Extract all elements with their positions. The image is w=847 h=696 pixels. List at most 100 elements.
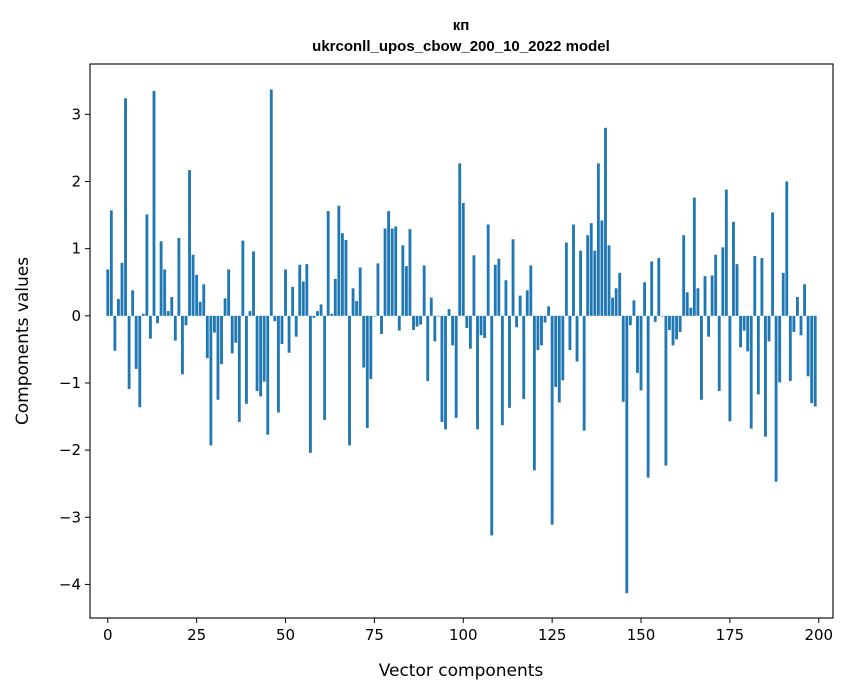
bar — [543, 315, 547, 323]
bar — [760, 258, 764, 316]
bar — [778, 315, 782, 383]
bar — [273, 315, 277, 322]
bar — [234, 315, 238, 343]
bar — [166, 311, 170, 316]
bar — [497, 258, 501, 316]
bar — [287, 315, 291, 353]
bar — [429, 297, 433, 316]
bar — [564, 242, 568, 316]
bar — [284, 269, 287, 316]
bar — [159, 241, 163, 316]
bar — [134, 315, 138, 369]
bar — [401, 245, 405, 316]
y-tick-label: 1 — [71, 240, 81, 258]
bar — [426, 315, 430, 381]
bar — [376, 263, 380, 316]
chart-titles: кп ukrconll_upos_cbow_200_10_2022 model — [312, 17, 610, 55]
bar — [749, 315, 753, 429]
bar — [291, 286, 295, 316]
bar — [742, 315, 746, 331]
bar — [408, 229, 412, 316]
bar — [714, 254, 718, 316]
bar — [767, 315, 771, 342]
bar — [632, 300, 636, 316]
x-tick-label: 200 — [804, 626, 833, 644]
bar — [152, 90, 156, 316]
bar — [746, 315, 750, 352]
bar — [774, 315, 778, 482]
bar — [440, 315, 444, 422]
bar — [248, 311, 252, 316]
bar — [447, 309, 451, 316]
bar — [728, 315, 732, 422]
bar — [433, 315, 437, 342]
bar — [276, 315, 280, 413]
bar — [682, 235, 686, 316]
bar — [504, 280, 508, 316]
bar — [689, 307, 693, 316]
bar — [444, 315, 447, 430]
bar — [796, 297, 799, 316]
bar — [756, 315, 760, 395]
y-tick-label: −2 — [59, 441, 81, 459]
x-axis-ticks: 0 25 50 75 100 125 150 175 200 — [103, 618, 833, 644]
y-axis-label: Components values — [13, 257, 33, 425]
bar — [468, 315, 472, 349]
bar — [771, 212, 774, 316]
bar — [568, 315, 572, 351]
y-tick-label: −4 — [59, 575, 81, 593]
bar — [404, 266, 408, 316]
bar — [668, 315, 671, 330]
y-tick-label: 2 — [71, 173, 81, 191]
bar — [660, 315, 664, 317]
bar — [177, 237, 181, 316]
bar — [213, 315, 216, 333]
bar — [209, 315, 213, 446]
bar — [710, 275, 714, 316]
bar — [611, 297, 615, 316]
bar — [465, 315, 469, 328]
bar — [636, 315, 639, 373]
bar — [479, 315, 483, 336]
bar — [628, 315, 632, 326]
bar — [532, 315, 536, 471]
bar — [131, 290, 135, 316]
x-axis-label: Vector components — [379, 661, 544, 681]
bar — [472, 255, 476, 316]
bar — [369, 315, 373, 379]
bar — [547, 306, 551, 316]
bar — [397, 315, 401, 331]
y-tick-label: 0 — [71, 307, 81, 325]
bar — [337, 205, 341, 316]
bar — [205, 315, 209, 359]
chart-title: кп — [453, 17, 470, 34]
bar — [198, 301, 202, 316]
bar — [394, 226, 398, 316]
bars-group — [106, 89, 817, 594]
bar — [554, 315, 558, 387]
bar — [806, 315, 810, 377]
bar — [664, 315, 668, 466]
bar — [671, 315, 675, 346]
x-tick-label: 175 — [716, 626, 745, 644]
y-tick-label: −1 — [59, 374, 81, 392]
bar — [572, 224, 575, 316]
bar — [536, 315, 540, 351]
bar — [184, 315, 188, 326]
bar — [522, 315, 526, 400]
bar — [372, 315, 376, 317]
bar — [575, 315, 579, 362]
bar — [707, 315, 710, 337]
bar — [625, 315, 629, 594]
plot-frame — [89, 63, 834, 619]
bar — [255, 315, 259, 392]
bar — [724, 189, 728, 316]
bar — [340, 233, 344, 316]
bar — [458, 163, 462, 316]
bar — [344, 239, 348, 316]
bar — [589, 223, 593, 316]
bar — [387, 211, 391, 316]
bar — [515, 315, 519, 328]
bar — [141, 313, 145, 316]
